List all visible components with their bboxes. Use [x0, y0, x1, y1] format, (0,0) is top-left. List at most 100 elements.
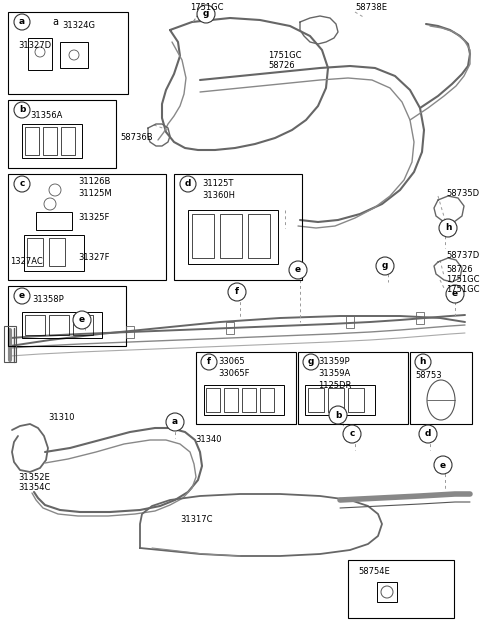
- Text: 31126B: 31126B: [78, 177, 110, 187]
- Circle shape: [197, 5, 215, 23]
- Text: d: d: [185, 180, 191, 189]
- Bar: [260, 388, 274, 412]
- Bar: [305, 385, 375, 415]
- Circle shape: [14, 14, 30, 30]
- Bar: [348, 560, 454, 618]
- Bar: [8, 100, 116, 168]
- Bar: [25, 127, 39, 155]
- Circle shape: [419, 425, 437, 443]
- Text: 33065F: 33065F: [218, 370, 250, 379]
- Circle shape: [73, 311, 91, 329]
- Bar: [192, 214, 214, 258]
- Bar: [308, 388, 324, 412]
- Bar: [61, 127, 75, 155]
- Bar: [8, 12, 128, 94]
- Circle shape: [343, 425, 361, 443]
- Text: 1751GC: 1751GC: [446, 275, 480, 284]
- Text: g: g: [382, 261, 388, 270]
- Bar: [346, 316, 354, 328]
- Text: 31356A: 31356A: [30, 111, 62, 120]
- Text: 31358P: 31358P: [32, 296, 64, 304]
- Text: 58753: 58753: [415, 370, 442, 380]
- Bar: [22, 124, 82, 158]
- Bar: [25, 315, 45, 335]
- Text: e: e: [19, 292, 25, 301]
- Text: f: f: [207, 358, 211, 367]
- Text: b: b: [19, 106, 25, 115]
- Circle shape: [14, 102, 30, 118]
- Bar: [22, 312, 102, 338]
- Bar: [242, 388, 256, 412]
- Circle shape: [201, 354, 217, 370]
- Text: 58735D: 58735D: [446, 189, 479, 199]
- Text: a: a: [52, 17, 58, 27]
- Bar: [416, 312, 424, 324]
- Bar: [43, 127, 57, 155]
- Bar: [196, 352, 296, 424]
- Text: 31317C: 31317C: [180, 515, 213, 525]
- Circle shape: [166, 413, 184, 431]
- Text: 31359P: 31359P: [318, 358, 349, 367]
- Bar: [49, 238, 65, 266]
- Bar: [36, 212, 72, 230]
- Bar: [248, 214, 270, 258]
- Text: e: e: [295, 265, 301, 275]
- Bar: [224, 388, 238, 412]
- Text: e: e: [440, 460, 446, 470]
- Text: 31340: 31340: [195, 436, 221, 444]
- Bar: [204, 385, 284, 415]
- Text: a: a: [19, 18, 25, 27]
- Bar: [377, 582, 397, 602]
- Text: c: c: [19, 180, 24, 189]
- Bar: [410, 352, 472, 424]
- Text: 58737D: 58737D: [446, 251, 479, 261]
- Text: e: e: [452, 289, 458, 299]
- Circle shape: [439, 219, 457, 237]
- Bar: [8, 174, 166, 280]
- Bar: [8, 286, 126, 346]
- Circle shape: [415, 354, 431, 370]
- Text: e: e: [79, 315, 85, 325]
- Text: 1751GC: 1751GC: [190, 4, 224, 13]
- Circle shape: [289, 261, 307, 279]
- Text: 58736B: 58736B: [120, 134, 153, 142]
- Circle shape: [303, 354, 319, 370]
- Bar: [188, 210, 278, 264]
- Text: 31354C: 31354C: [18, 484, 50, 492]
- Circle shape: [228, 283, 246, 301]
- Circle shape: [446, 285, 464, 303]
- Circle shape: [434, 456, 452, 474]
- Bar: [73, 315, 93, 335]
- Text: 31125M: 31125M: [78, 189, 112, 199]
- Bar: [328, 388, 344, 412]
- Bar: [206, 388, 220, 412]
- Text: f: f: [235, 287, 239, 296]
- Bar: [60, 42, 88, 68]
- Bar: [348, 388, 364, 412]
- Text: 1751GC: 1751GC: [268, 51, 301, 60]
- Text: 58754E: 58754E: [358, 568, 390, 577]
- Text: 31327F: 31327F: [78, 253, 109, 263]
- Text: 31359A: 31359A: [318, 370, 350, 379]
- Text: 31324G: 31324G: [62, 22, 95, 30]
- Text: g: g: [308, 358, 314, 367]
- Bar: [220, 214, 242, 258]
- Text: 1125DR: 1125DR: [318, 382, 351, 391]
- Text: 31352E: 31352E: [18, 473, 50, 482]
- Text: d: d: [425, 430, 431, 439]
- Text: 33065: 33065: [218, 358, 245, 367]
- Text: g: g: [203, 9, 209, 18]
- Bar: [28, 38, 52, 70]
- Bar: [24, 235, 84, 271]
- Text: c: c: [349, 430, 355, 439]
- Circle shape: [14, 176, 30, 192]
- Text: 1327AC: 1327AC: [10, 258, 43, 266]
- Bar: [126, 326, 134, 338]
- Bar: [226, 322, 234, 334]
- Text: 31310: 31310: [48, 413, 74, 422]
- Circle shape: [180, 176, 196, 192]
- Text: 58738E: 58738E: [355, 4, 387, 13]
- Circle shape: [376, 257, 394, 275]
- Text: 58726: 58726: [446, 265, 473, 275]
- Bar: [27, 238, 43, 266]
